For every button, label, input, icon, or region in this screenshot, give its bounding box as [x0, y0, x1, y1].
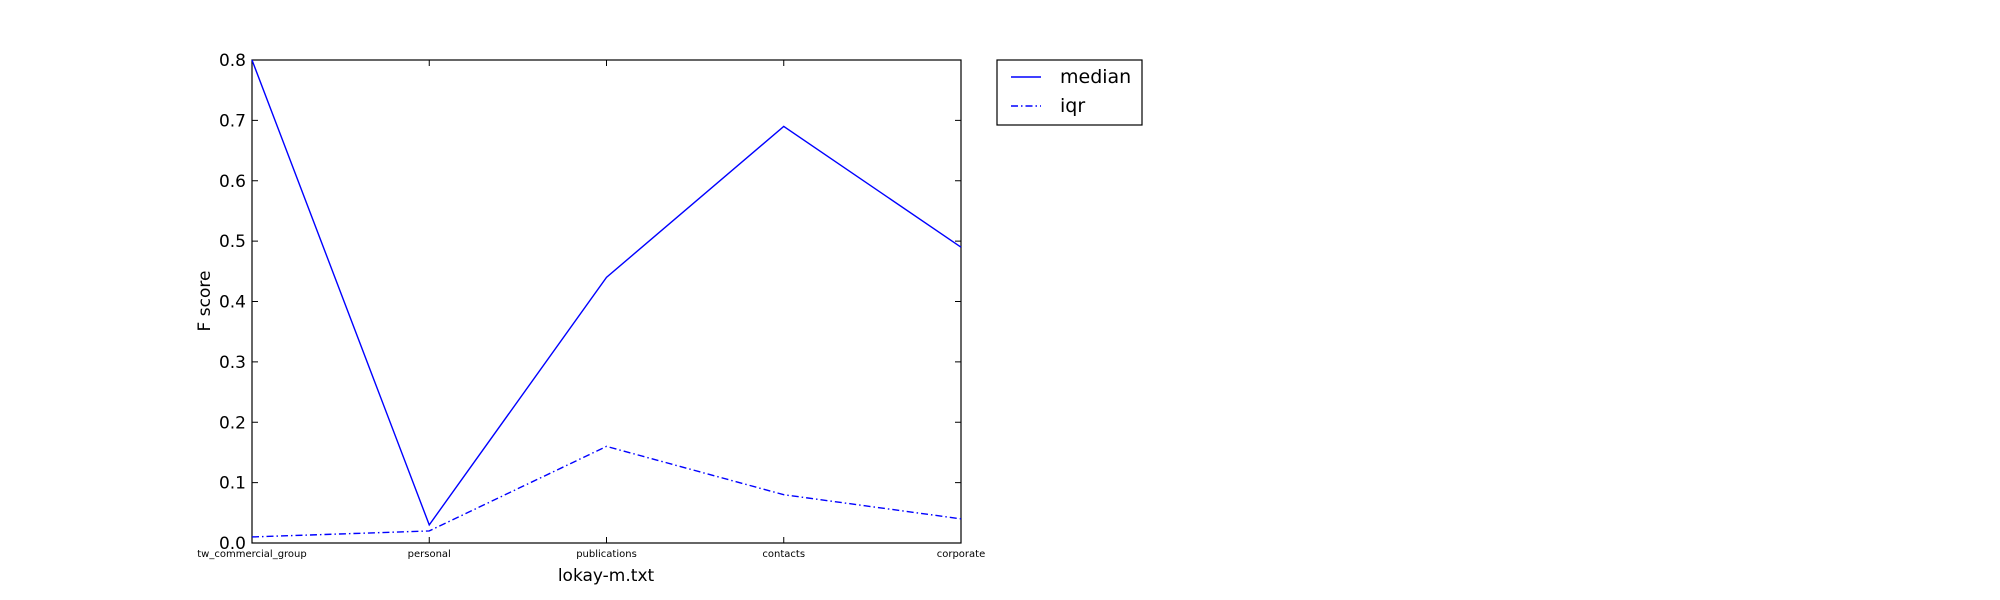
legend-box [996, 59, 1143, 126]
x-tick-label: contacts [762, 549, 805, 560]
y-tick-label: 0.0 [219, 534, 246, 554]
plot-area [251, 59, 962, 544]
x-tick-label: publications [576, 549, 637, 560]
legend-label-iqr: iqr [1060, 95, 1085, 117]
legend: median iqr [996, 59, 1143, 126]
series-line-iqr [251, 445, 962, 538]
y-tick-label: 0.7 [219, 111, 246, 131]
x-tick-label: corporate [937, 549, 986, 560]
x-axis-ticks: tw_commercial_group personal publications c… [197, 60, 985, 560]
y-tick-label: 0.6 [219, 172, 246, 192]
x-tick-label: tw_commercial_group [197, 549, 306, 560]
series-line-median [251, 59, 962, 527]
y-axis-label: F score [195, 271, 215, 332]
series-layer [251, 59, 962, 538]
y-tick-label: 0.3 [219, 353, 246, 373]
x-tick-label: personal [408, 549, 451, 560]
y-tick-label: 0.8 [219, 51, 246, 71]
x-axis-label: lokay-m.txt [558, 566, 655, 586]
y-tick-label: 0.2 [219, 413, 246, 433]
legend-label-median: median [1060, 66, 1131, 88]
y-tick-label: 0.1 [219, 474, 246, 494]
y-tick-label: 0.4 [219, 293, 246, 313]
y-tick-label: 0.5 [219, 232, 246, 252]
y-axis-ticks: 0.0 0.1 0.2 0.3 0.4 0.5 0.6 0.7 0.8 [219, 51, 961, 554]
